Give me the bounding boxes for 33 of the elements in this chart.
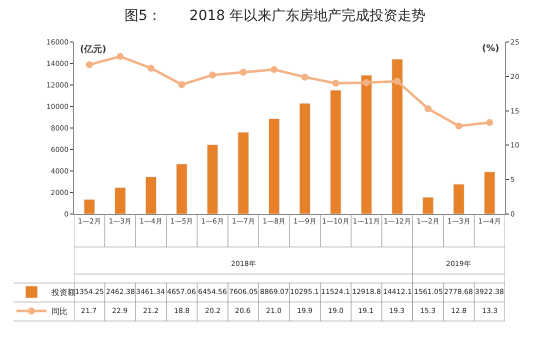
point [86, 61, 93, 68]
y2-axis-title: (%) [482, 44, 500, 54]
bar [268, 118, 280, 214]
point [240, 68, 247, 76]
bar [453, 184, 464, 214]
point [486, 119, 494, 126]
bar [392, 58, 403, 214]
bar [360, 74, 372, 214]
bar [422, 196, 434, 214]
bar [114, 187, 126, 214]
point [270, 66, 278, 74]
legend-label: 投资额 [50, 288, 76, 298]
bar [176, 164, 188, 214]
y-axis-title: (亿元) [80, 44, 106, 55]
bar [484, 172, 496, 214]
bar [145, 176, 157, 214]
point [424, 105, 432, 112]
bar [299, 103, 311, 214]
point [394, 78, 401, 85]
point [301, 74, 308, 81]
point [362, 79, 370, 86]
bar [206, 144, 218, 214]
bar [84, 199, 96, 214]
point [332, 80, 340, 87]
point [147, 64, 154, 72]
point [116, 52, 124, 60]
point [455, 122, 462, 130]
chart-title: 图5： 2018 年以来广东房地产完成投资走势 [124, 8, 426, 24]
point [209, 72, 216, 79]
legend-label: 同比 [52, 307, 68, 316]
bar [238, 132, 249, 214]
bar [330, 90, 342, 214]
point [178, 81, 186, 88]
